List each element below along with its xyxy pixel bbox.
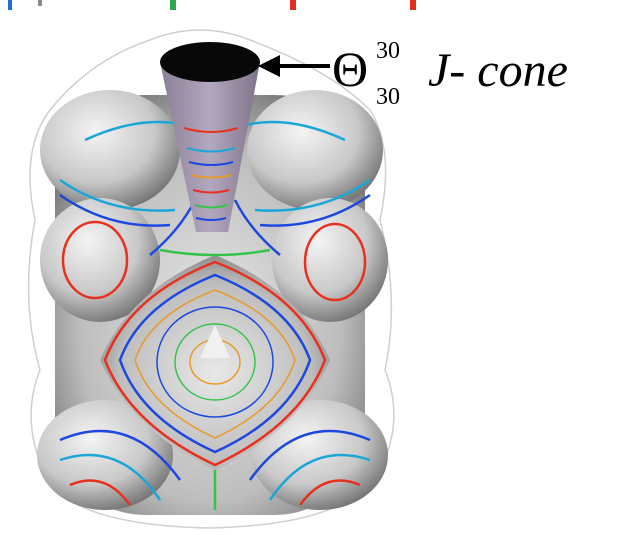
- cone-label: J- cone: [428, 44, 568, 97]
- cropped-marks: [8, 0, 416, 10]
- superscript: 30: [376, 38, 400, 64]
- figure: Θ 30 30 J- cone: [0, 0, 624, 535]
- theta-symbol: Θ: [332, 41, 368, 97]
- subscript: 30: [376, 84, 400, 110]
